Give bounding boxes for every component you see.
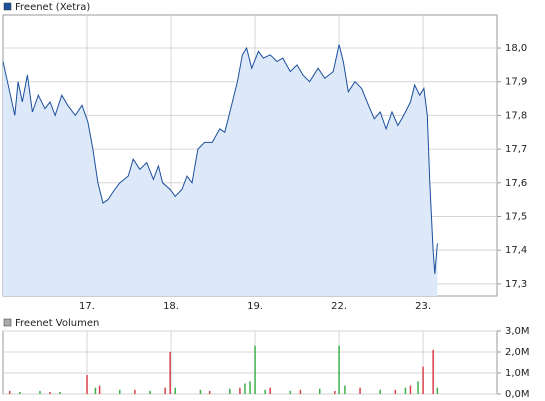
volume-bar [59, 391, 61, 394]
y-tick-label: 17,9 [505, 77, 527, 88]
volume-bar [169, 352, 171, 394]
volume-bar [289, 390, 292, 394]
volume-bar [417, 381, 419, 394]
x-tick-label: 23. [415, 301, 431, 312]
area-fill [3, 44, 438, 296]
y-tick-label: 17,7 [505, 144, 527, 155]
volume-bar [249, 381, 251, 394]
volume-bar [334, 390, 336, 394]
volume-bar [338, 345, 340, 394]
volume-bar [239, 387, 241, 394]
volume-bar [318, 388, 321, 394]
volume-bar [39, 390, 41, 394]
y-tick-label: 2,0M [505, 347, 530, 358]
volume-bar [409, 385, 412, 394]
volume-bar [49, 391, 51, 394]
y-tick-label: 0,0M [505, 389, 530, 400]
volume-bar [244, 383, 246, 394]
legend-swatch [3, 318, 12, 327]
price-line [2, 44, 438, 274]
volume-bar [208, 390, 211, 394]
volume-bar [359, 387, 361, 394]
volume-bar [174, 387, 176, 394]
volume-title: Freenet Volumen [15, 318, 99, 329]
y-tick-label: 17,3 [505, 279, 527, 290]
y-tick-label: 18,0 [505, 43, 527, 54]
volume-bar [404, 387, 407, 394]
volume-bar [86, 375, 88, 394]
volume-bar [394, 389, 397, 394]
volume-bar [119, 389, 121, 394]
volume-bar [98, 385, 101, 394]
volume-bar [8, 390, 11, 394]
volume-bar [229, 388, 231, 394]
legend-label: Freenet (Xetra) [15, 2, 90, 13]
volume-bar [134, 389, 136, 394]
volume-bar [199, 389, 202, 394]
y-tick-label: 17,5 [505, 211, 527, 222]
y-tick-label: 17,6 [505, 178, 527, 189]
volume-bar [432, 349, 434, 394]
volume-bar [422, 366, 424, 394]
volume-bar [299, 389, 302, 394]
x-tick-label: 22. [331, 301, 347, 312]
y-tick-label: 3,0M [505, 326, 530, 337]
volume-bar [344, 385, 346, 394]
y-tick-label: 17,4 [505, 245, 527, 256]
volume-bar [164, 387, 166, 394]
x-tick-label: 19. [247, 301, 263, 312]
volume-bar [94, 387, 97, 394]
y-tick-label: 1,0M [505, 368, 530, 379]
volume-bar [379, 389, 381, 394]
volume-bar [269, 387, 271, 394]
y-tick-label: 17,8 [505, 110, 527, 121]
volume-bar [149, 390, 151, 394]
legend-swatch [3, 2, 12, 11]
volume-bar [264, 389, 266, 394]
volume-bar [254, 345, 256, 394]
volume-bar [19, 391, 21, 394]
volume-bar [436, 387, 439, 394]
x-tick-label: 17. [79, 301, 95, 312]
x-tick-label: 18. [163, 301, 179, 312]
